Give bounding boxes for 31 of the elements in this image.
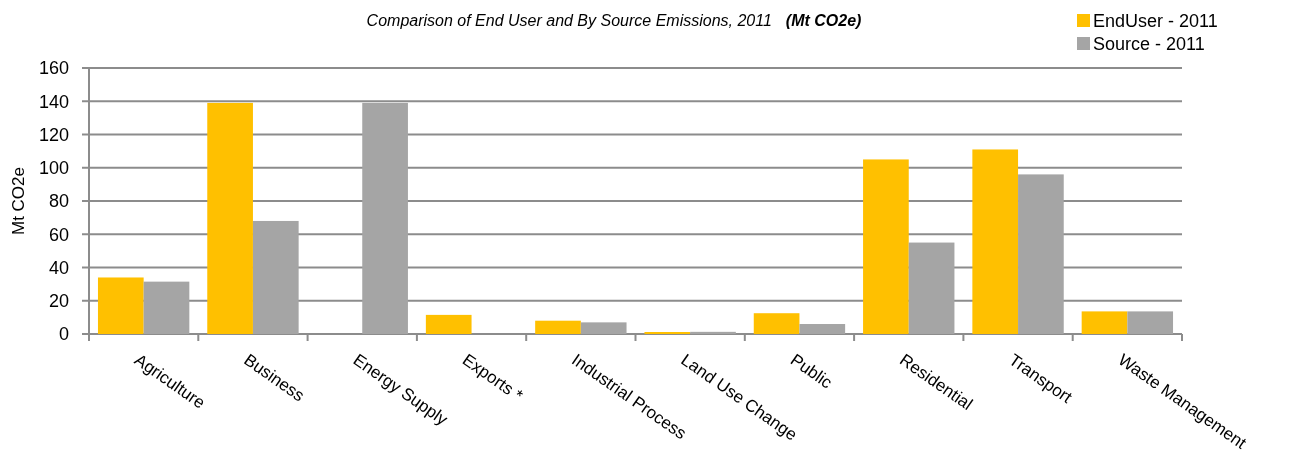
y-tick-label: 0: [58, 324, 69, 345]
bar: [425, 314, 472, 334]
bar: [690, 331, 736, 334]
legend-label: Source - 2011: [1093, 34, 1205, 55]
y-tick-label: 20: [48, 291, 69, 312]
y-axis-title: Mt CO2e: [9, 166, 28, 236]
bar: [908, 242, 955, 334]
y-tick-label: 80: [48, 191, 69, 212]
bar: [143, 281, 190, 334]
bar: [97, 277, 144, 334]
bar: [1018, 174, 1064, 334]
y-tick-label: 140: [38, 91, 69, 112]
bar: [535, 320, 581, 334]
bar: [972, 149, 1019, 334]
y-tick-label: 120: [38, 124, 69, 145]
chart-title: Comparison of End User and By Source Emissions, 2011: [366, 12, 772, 29]
bar: [252, 220, 299, 334]
bar: [207, 102, 253, 334]
bar: [1127, 311, 1174, 334]
y-tick-label: 40: [48, 257, 69, 278]
bar: [362, 102, 408, 334]
bar: [799, 324, 846, 334]
chart-subtitle: (Mt CO2e): [785, 12, 862, 29]
bar: [863, 159, 909, 334]
y-tick-label: 60: [48, 224, 69, 245]
legend-label: EndUser - 2011: [1093, 11, 1218, 32]
bar: [580, 322, 627, 334]
y-tick-label: 100: [38, 158, 69, 179]
y-tick-label: 160: [38, 58, 69, 79]
bar: [1081, 311, 1128, 334]
bar: [753, 313, 800, 334]
